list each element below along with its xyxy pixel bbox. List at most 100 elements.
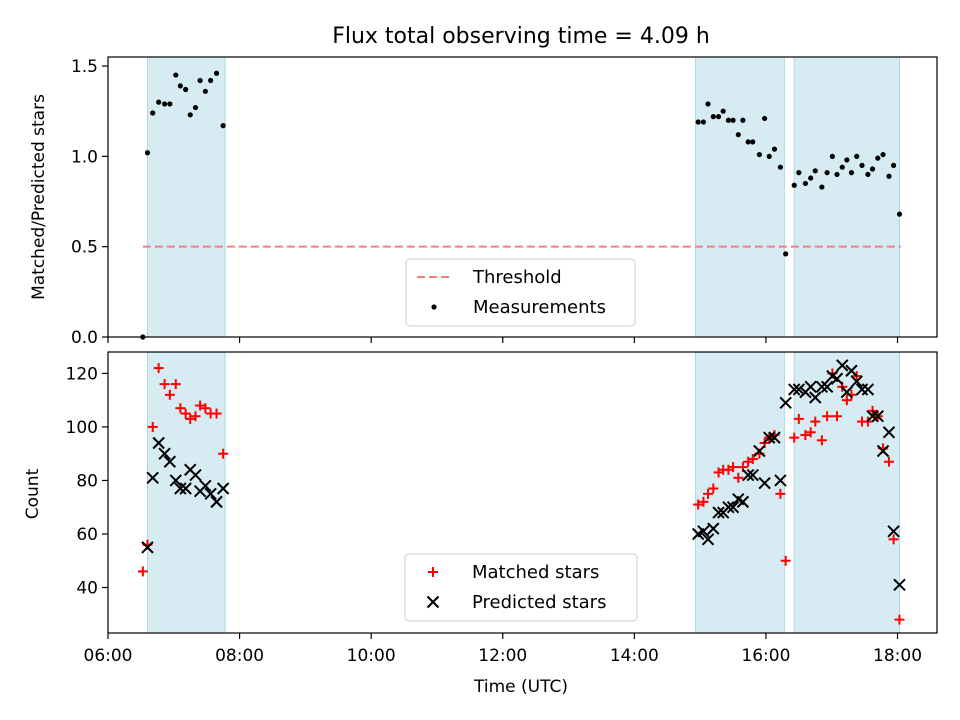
measurement-point [890,162,897,168]
x-b [216,482,230,495]
x-b [830,372,844,385]
matched-star-point [841,395,852,406]
axes-frame [107,351,938,634]
xtick-label: 10:00 [347,646,396,666]
predicted-star-point [189,468,202,482]
matched-star-point [159,379,170,390]
x-b [701,533,715,546]
x-b [746,468,759,482]
measurement-point [771,146,778,152]
measurement-point [700,119,707,125]
predicted-star-point [774,474,787,487]
axes-frame [107,56,938,338]
predicted-star-point [871,410,884,423]
matched-star-point [175,403,186,414]
predicted-star-point [882,426,896,439]
xtick-label: 12:00 [478,646,527,666]
xtick-label: 16:00 [741,646,790,666]
predicted-star-point [152,436,165,450]
measurement-point [783,251,789,257]
matched-star-point [822,411,833,422]
measurement-point [896,211,903,217]
measurement-point [197,77,203,84]
ylabel-count: Count [23,468,43,519]
predicted-star-point [758,476,771,490]
measurement-point [750,139,756,145]
x-b [189,468,202,482]
x-b [152,436,165,450]
measurement-point [745,139,751,145]
measurement-point [844,157,850,163]
panel-ratio: 0.0 0.5 1.0 1.5 Threshold Measurements [71,56,938,348]
measurement-point [720,108,726,114]
matched-star-point [733,472,744,483]
predicted-star-point [893,578,906,592]
xtick-label: 06:00 [84,646,133,666]
matched-star-point [180,408,191,419]
shaded-window [146,56,226,338]
measurement-point [756,151,762,158]
x-b [210,495,223,509]
legend: Matched stars Predicted stars [404,553,638,622]
shaded-window [695,351,785,634]
matched-star-point [153,363,164,374]
legend-label: Matched stars [472,562,599,583]
legend-box [404,553,638,622]
measurement-point [167,101,173,107]
x-b [726,501,740,514]
predicted-star-point [845,364,858,377]
measurement-point [848,170,855,176]
x-b [809,391,822,404]
xtick-label: 18:00 [873,646,922,666]
x-b [887,525,900,538]
measurement-point [854,153,860,159]
x-b [876,444,890,458]
x-b [871,410,884,423]
x-b [820,380,834,393]
matched-star-point [888,534,899,545]
predicted-star-point [736,495,750,509]
legend: Threshold Measurements [405,258,636,327]
measurement-point [812,168,818,174]
predicted-star-point [792,383,806,396]
matched-star-point [708,483,719,494]
matched-star-point [810,416,821,427]
x-b [768,431,781,444]
measurement-point [208,77,214,84]
ylabel-ratio: Matched/Predicted stars [29,94,49,300]
measurement-point [187,112,193,118]
measurement-point [819,184,825,190]
matched-star-point [780,555,791,566]
x-b [169,474,182,487]
measurement-point [839,164,845,170]
legend-dot-swatch [431,304,437,310]
measurement-point [766,153,772,159]
predicted-star-point [830,372,844,385]
ytick-label: 1.0 [71,147,98,167]
legend-label: Threshold [472,267,562,288]
matched-star-point [800,429,811,440]
measurement-point [192,104,199,111]
x-b [199,479,212,493]
x-b [697,525,710,538]
measurement-point [220,123,226,129]
measurement-point [161,101,168,107]
measurement-point [213,70,220,76]
matched-star-point [185,413,196,424]
legend-label: Predicted stars [472,592,606,613]
matched-star-point [728,462,739,473]
shaded-window [793,56,900,338]
x-b [815,380,829,393]
x-b [882,426,896,439]
panel-count: 40 60 80 100 120 06:00 08:00 10:00 12:00 14:00 16:… [66,351,938,666]
measurement-point [177,83,183,89]
matched-star-point [698,496,709,507]
predicted-star-point [179,482,192,495]
matched-star-point [195,400,206,411]
matched-star-point [816,435,827,446]
predicted-star-point [746,468,759,482]
x-b [179,482,192,495]
predicted-star-point [163,455,177,468]
measurement-point [824,170,830,176]
